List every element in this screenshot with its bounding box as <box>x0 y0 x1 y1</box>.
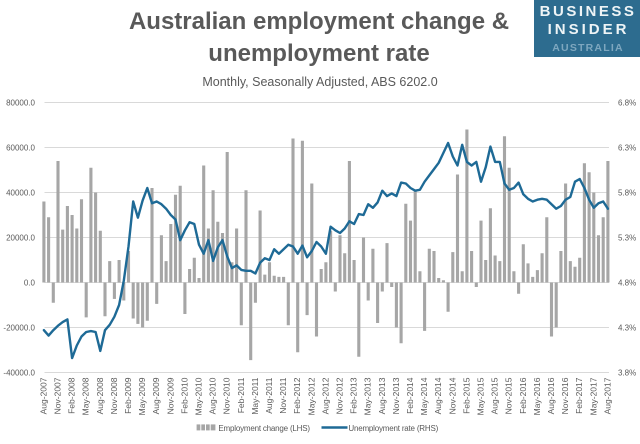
svg-text:5.3%: 5.3% <box>618 233 636 242</box>
svg-text:May-2014: May-2014 <box>419 377 429 415</box>
svg-text:40000.0: 40000.0 <box>6 188 35 197</box>
svg-text:Feb-2014: Feb-2014 <box>405 377 415 414</box>
svg-text:6.8%: 6.8% <box>618 98 636 107</box>
svg-text:20000.0: 20000.0 <box>6 233 35 242</box>
svg-text:Unemployment rate (RHS): Unemployment rate (RHS) <box>348 424 438 433</box>
svg-text:Aug-2011: Aug-2011 <box>264 377 274 414</box>
svg-text:May-2010: May-2010 <box>194 377 204 415</box>
svg-text:Feb-2016: Feb-2016 <box>518 377 528 414</box>
svg-text:Nov-2013: Nov-2013 <box>391 377 401 414</box>
svg-text:Feb-2013: Feb-2013 <box>349 377 359 414</box>
svg-text:Feb-2010: Feb-2010 <box>179 377 189 414</box>
svg-text:May-2017: May-2017 <box>588 377 598 415</box>
svg-text:Nov-2010: Nov-2010 <box>222 377 232 414</box>
svg-text:Feb-2012: Feb-2012 <box>292 377 302 414</box>
svg-text:-20000.0: -20000.0 <box>3 323 35 332</box>
svg-text:60000.0: 60000.0 <box>6 143 35 152</box>
svg-text:Aug-2015: Aug-2015 <box>490 377 500 414</box>
svg-text:Nov-2014: Nov-2014 <box>447 377 457 414</box>
svg-text:Feb-2015: Feb-2015 <box>461 377 471 414</box>
svg-text:4.8%: 4.8% <box>618 278 636 287</box>
svg-text:Aug-2009: Aug-2009 <box>151 377 161 414</box>
svg-text:Aug-2012: Aug-2012 <box>320 377 330 414</box>
svg-text:Feb-2017: Feb-2017 <box>574 377 584 414</box>
svg-text:Aug-2008: Aug-2008 <box>95 377 105 414</box>
svg-text:Aug-2014: Aug-2014 <box>433 377 443 414</box>
svg-text:4.3%: 4.3% <box>618 323 636 332</box>
svg-text:Nov-2009: Nov-2009 <box>165 377 175 414</box>
svg-text:Aug-2013: Aug-2013 <box>377 377 387 414</box>
svg-text:Nov-2012: Nov-2012 <box>335 377 345 414</box>
svg-text:Nov-2015: Nov-2015 <box>504 377 514 414</box>
svg-text:May-2009: May-2009 <box>137 377 147 415</box>
svg-text:Aug-2017: Aug-2017 <box>602 377 612 414</box>
svg-text:Nov-2008: Nov-2008 <box>109 377 119 414</box>
svg-text:Nov-2011: Nov-2011 <box>278 377 288 413</box>
svg-text:May-2015: May-2015 <box>476 377 486 415</box>
svg-text:6.3%: 6.3% <box>618 143 636 152</box>
svg-text:Feb-2009: Feb-2009 <box>123 377 133 414</box>
svg-text:Nov-2007: Nov-2007 <box>53 377 63 414</box>
svg-text:Aug-2010: Aug-2010 <box>208 377 218 414</box>
svg-text:Employment change (LHS): Employment change (LHS) <box>218 424 310 433</box>
svg-text:Aug-2016: Aug-2016 <box>546 377 556 414</box>
svg-text:0.0: 0.0 <box>24 278 36 287</box>
svg-text:May-2016: May-2016 <box>532 377 542 415</box>
svg-text:May-2013: May-2013 <box>363 377 373 415</box>
svg-text:5.8%: 5.8% <box>618 188 636 197</box>
svg-text:May-2008: May-2008 <box>81 377 91 415</box>
svg-text:80000.0: 80000.0 <box>6 98 35 107</box>
svg-text:3.8%: 3.8% <box>618 368 636 377</box>
svg-text:Aug-2007: Aug-2007 <box>38 377 48 414</box>
svg-text:Feb-2008: Feb-2008 <box>67 377 77 414</box>
svg-text:May-2012: May-2012 <box>306 377 316 415</box>
svg-text:-40000.0: -40000.0 <box>3 368 35 377</box>
svg-text:Nov-2016: Nov-2016 <box>560 377 570 414</box>
svg-text:May-2011: May-2011 <box>250 377 260 414</box>
svg-text:Feb-2011: Feb-2011 <box>236 377 246 413</box>
